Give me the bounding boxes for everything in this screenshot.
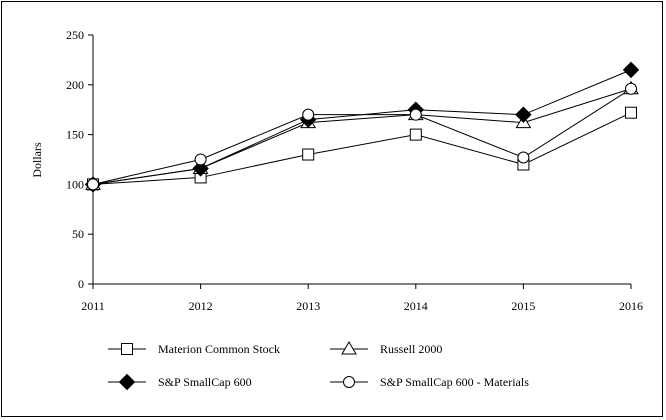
series-line-2 [92,69,632,185]
data-point-circle [194,153,207,166]
data-point-circle [87,178,99,191]
legend-marker-diamond [118,373,136,391]
y-tick-label: 250 [66,28,84,42]
x-tick-label: 2014 [404,299,428,313]
y-tick-label: 100 [66,177,84,191]
data-point-diamond [515,106,532,123]
y-tick-label: 150 [66,128,84,142]
series-markers [84,61,640,193]
data-point-square [302,148,315,161]
legend-label: Russell 2000 [380,342,442,356]
data-point-circle [409,108,422,121]
x-tick-label: 2012 [189,299,213,313]
legend-label: Materion Common Stock [158,342,280,356]
y-tick-label: 50 [72,227,84,241]
data-point-square [625,106,637,119]
x-tick-label: 2013 [296,299,320,313]
x-tick-label: 2016 [619,299,643,313]
legend-marker-square [121,343,133,355]
data-point-circle [517,151,530,164]
x-tick-label: 2011 [81,299,105,313]
legend: Materion Common Stock Russell 2000 S&P Sma… [108,341,529,391]
chart-axes [92,35,631,285]
y-axis-label: Dollars [30,142,44,178]
legend-marker-circle [343,376,355,388]
legend-label: S&P SmallCap 600 [158,375,252,389]
series-line-0 [92,112,632,185]
series-line-3 [92,88,632,185]
y-tick-label: 200 [66,78,84,92]
axis-ticks: 0 50 100 150 200 250 2011 2012 2013 2014 2015 2016 [66,28,643,313]
data-point-square [409,128,422,141]
data-point-diamond [192,160,209,177]
data-point-circle [302,108,315,121]
data-point-circle [625,82,637,95]
x-tick-label: 2015 [511,299,535,313]
series-lines [92,69,632,185]
data-point-diamond [622,61,640,79]
y-tick-label: 0 [78,277,84,291]
legend-marker-triangle [341,341,357,355]
legend-label: S&P SmallCap 600 - Materials [380,375,529,389]
